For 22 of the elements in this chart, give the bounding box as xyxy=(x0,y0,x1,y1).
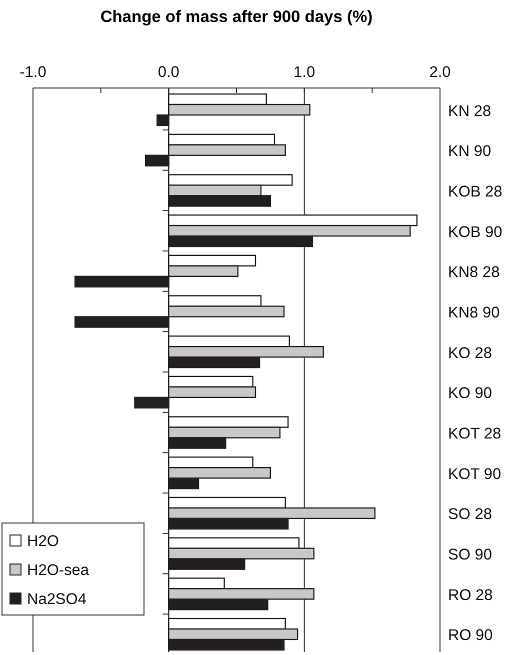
y-tick-label: RO 28 xyxy=(448,586,493,604)
x-tick-label: 2.0 xyxy=(429,64,452,81)
y-tick-label: SO 90 xyxy=(448,546,492,564)
y-tick-label: KOT 28 xyxy=(448,426,502,443)
x-tick-label: 0.0 xyxy=(158,64,180,81)
y-tick-label: KOB 90 xyxy=(448,224,503,241)
x-tick-label: -1.0 xyxy=(20,64,47,81)
y-tick-label: KO 90 xyxy=(448,385,492,402)
legend-label: Na2SO4 xyxy=(27,591,87,608)
legend-label: H2O xyxy=(27,533,59,550)
y-tick-label: KOB 28 xyxy=(448,183,502,200)
x-axis-title: Change of mass after 900 days (%) xyxy=(100,8,373,26)
y-tick-label: KN8 90 xyxy=(448,304,500,322)
y-tick-label: RO 90 xyxy=(448,627,494,644)
legend-label: H2O-sea xyxy=(27,562,90,579)
x-tick-label: 1.0 xyxy=(294,64,316,81)
y-tick-label: KN8 28 xyxy=(448,264,500,282)
y-tick-label: KOT 90 xyxy=(448,466,502,483)
y-tick-label: SO 28 xyxy=(448,506,492,524)
y-tick-label: KN 90 xyxy=(448,143,492,160)
y-tick-label: KN 28 xyxy=(448,102,492,120)
y-tick-label: KO 28 xyxy=(448,344,492,362)
